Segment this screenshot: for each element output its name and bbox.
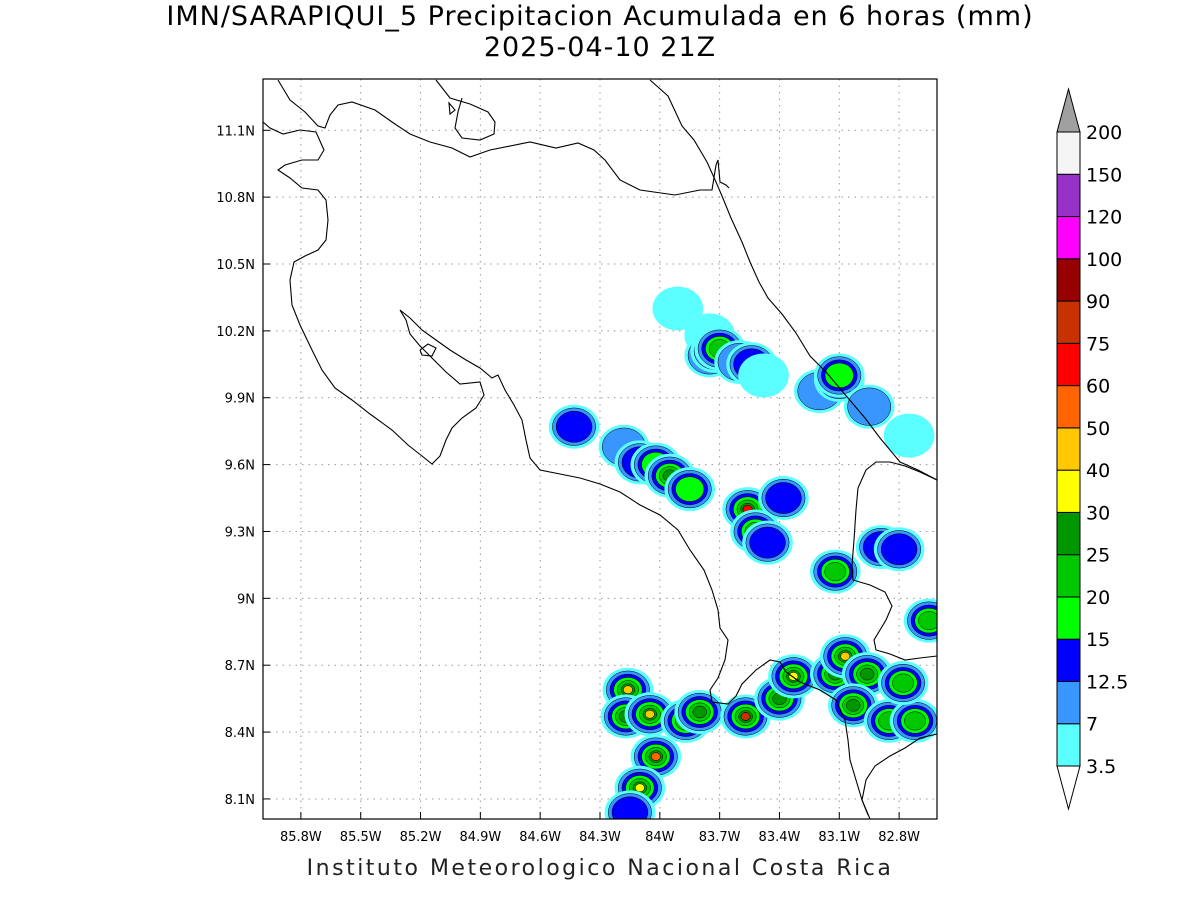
caribbean-coast [649,79,937,481]
precip-cell [883,413,935,458]
precipitation-field [548,286,937,819]
precip-cell [843,384,895,429]
precip-cell [903,598,937,643]
colorbar-swatch [1056,300,1081,344]
nicoya-gulf-island [419,343,437,357]
precip-cell [614,765,666,810]
precip-cell [738,353,789,398]
colorbar-swatch [1056,342,1081,387]
colorbar-over-arrow [1056,87,1081,133]
colorbar-label: 30 [1086,502,1110,524]
colorbar-label: 40 [1086,460,1110,482]
colorbar-label: 90 [1086,291,1110,313]
precip-cell [873,527,925,572]
nicaragua-border [277,79,730,196]
lat-tick-label: 9.3N [225,525,255,540]
colorbar-swatch [1056,385,1081,429]
lon-tick-label: 83.1W [818,830,860,845]
panama-border [851,461,937,661]
precip-cell [630,734,682,779]
osa-peninsula [861,733,937,819]
colorbar-label: 7 [1086,714,1098,736]
island [448,101,456,116]
precip-cell [674,690,726,735]
colorbar-label: 60 [1086,376,1110,398]
colorbar-swatch [1056,258,1081,302]
lat-tick-label: 8.7N [225,659,255,674]
colorbar-swatch [1056,680,1081,725]
colorbar-label: 25 [1086,545,1110,567]
axis-ticks: 85.8W 85.5W 85.2W 84.9W 84.6W 84.3W 84W 83.7W 83… [216,124,920,845]
credit-text: Instituto Meteorologico Nacional Costa R… [306,856,894,881]
lat-tick-label: 9N [237,592,255,607]
precip-cell [889,698,937,743]
lat-tick-label: 10.5N [216,258,255,273]
colorbar-swatch [1056,427,1081,471]
lat-tick-label: 9.6N [225,459,255,474]
lat-tick-label: 8.1N [225,793,255,808]
lon-tick-label: 85.2W [400,830,442,845]
precip-cell [877,661,929,706]
precip-cell [548,404,600,449]
lon-tick-label: 85.8W [280,830,322,845]
colorbar-label: 15 [1086,629,1110,651]
coastlines [263,79,937,819]
colorbar-swatch [1056,554,1081,598]
lat-tick-label: 10.8N [216,191,255,206]
colorbar-swatch [1056,173,1081,218]
precip-cell [827,683,879,728]
lon-tick-label: 84.3W [579,830,621,845]
precip-cell [664,467,716,512]
lon-tick-label: 83.4W [759,830,801,845]
precip-cell [758,476,809,521]
lat-tick-label: 11.1N [216,124,255,139]
colorbar: 3.5 7 12.5 15 20 25 30 40 50 60 75 90 100 120 150 200 [1056,87,1128,811]
colorbar-label: 150 [1086,164,1122,186]
colorbar-swatch [1056,723,1081,767]
colorbar-label: 75 [1086,333,1110,355]
colorbar-label: 120 [1086,207,1122,229]
pacific-coast-north [263,121,869,816]
colorbar-label: 20 [1086,587,1110,609]
precip-cell [604,790,656,819]
colorbar-swatch [1056,131,1081,175]
colorbar-under-arrow [1056,765,1081,811]
lon-tick-label: 82.8W [878,830,920,845]
lon-tick-label: 84.6W [519,830,561,845]
lat-tick-label: 10.2N [216,325,255,340]
colorbar-label: 12.5 [1086,671,1128,693]
precip-cell [742,520,793,565]
lat-tick-label: 8.4N [225,726,255,741]
lon-tick-label: 85.5W [340,830,382,845]
nicaragua-lake-shore [435,79,496,141]
precip-cell [652,286,704,331]
lon-tick-label: 83.7W [699,830,741,845]
precip-cell [810,549,861,594]
colorbar-swatch [1056,469,1081,513]
lat-tick-label: 9.9N [225,392,255,407]
colorbar-swatch [1056,638,1081,682]
colorbar-swatch [1056,596,1081,640]
lon-tick-label: 84W [645,830,675,845]
colorbar-swatch [1056,216,1081,260]
map-title: IMN/SARAPIQUI_5 Precipitacion Acumulada … [166,1,1034,32]
colorbar-label: 50 [1086,418,1110,440]
lon-tick-label: 84.9W [459,830,501,845]
colorbar-label: 3.5 [1086,756,1116,778]
colorbar-swatch [1056,511,1081,556]
colorbar-label: 100 [1086,249,1122,271]
colorbar-label: 200 [1086,122,1122,144]
map-valid-time: 2025-04-10 21Z [483,32,717,63]
precip-cell [813,353,865,398]
